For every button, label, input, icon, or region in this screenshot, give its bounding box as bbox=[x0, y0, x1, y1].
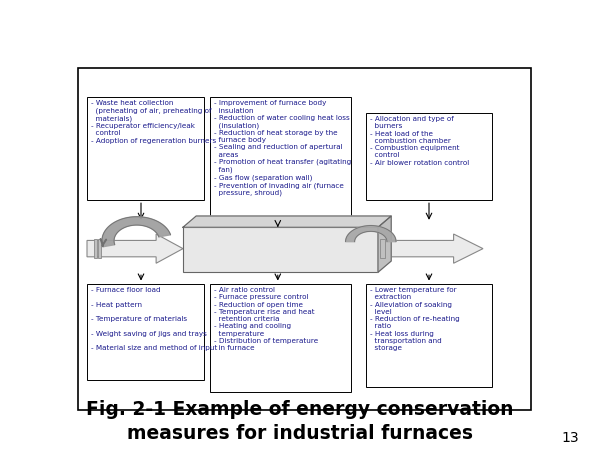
Text: - Waste heat collection
  (preheating of air, preheating of
  materials)
- Recup: - Waste heat collection (preheating of a… bbox=[91, 100, 217, 144]
Text: - Air ratio control
- Furnace pressure control
- Reduction of open time
- Temper: - Air ratio control - Furnace pressure c… bbox=[214, 287, 319, 351]
Polygon shape bbox=[378, 216, 391, 272]
Text: Fig. 2-1 Example of energy conservation
measures for industrial furnaces: Fig. 2-1 Example of energy conservation … bbox=[86, 400, 514, 443]
FancyBboxPatch shape bbox=[380, 239, 385, 258]
FancyBboxPatch shape bbox=[183, 227, 378, 272]
FancyBboxPatch shape bbox=[366, 284, 492, 387]
FancyBboxPatch shape bbox=[78, 68, 531, 410]
Text: - Furnace floor load

- Heat pattern

- Temperature of materials

- Weight savin: - Furnace floor load - Heat pattern - Te… bbox=[91, 287, 218, 351]
FancyBboxPatch shape bbox=[210, 97, 351, 223]
Text: - Improvement of furnace body
  insulation
- Reduction of water cooling heat los: - Improvement of furnace body insulation… bbox=[214, 100, 352, 196]
FancyBboxPatch shape bbox=[94, 239, 97, 258]
Text: 13: 13 bbox=[562, 432, 579, 446]
Polygon shape bbox=[378, 234, 483, 263]
FancyBboxPatch shape bbox=[366, 112, 492, 200]
FancyBboxPatch shape bbox=[87, 284, 204, 380]
FancyBboxPatch shape bbox=[210, 284, 351, 392]
Polygon shape bbox=[102, 217, 170, 247]
FancyBboxPatch shape bbox=[98, 239, 101, 258]
Polygon shape bbox=[183, 216, 391, 227]
FancyBboxPatch shape bbox=[87, 97, 204, 200]
Polygon shape bbox=[346, 225, 396, 242]
Text: - Lower temperature for
  extraction
- Alleviation of soaking
  level
- Reductio: - Lower temperature for extraction - All… bbox=[370, 287, 460, 351]
Polygon shape bbox=[87, 234, 183, 263]
Text: - Allocation and type of
  burners
- Heat load of the
  combustion chamber
- Com: - Allocation and type of burners - Heat … bbox=[370, 116, 469, 166]
